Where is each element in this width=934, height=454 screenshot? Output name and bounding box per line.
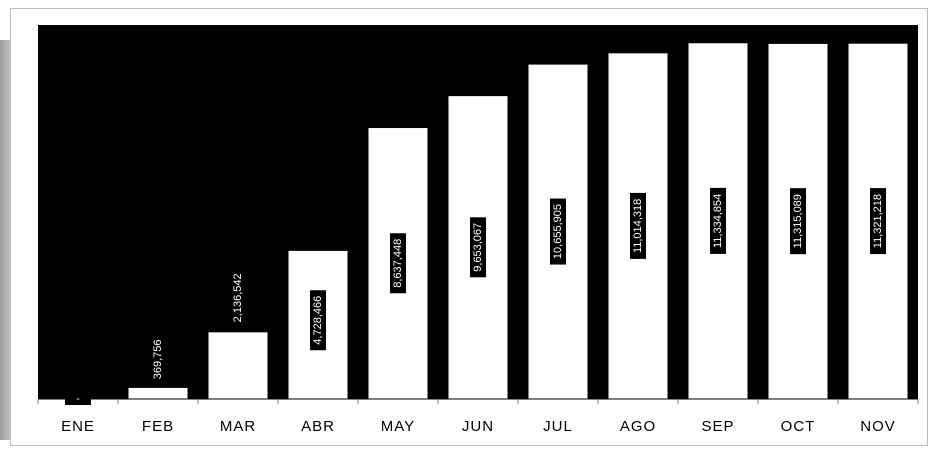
data-label-text: 10,655,905 [552,204,564,259]
data-label-may: 8,637,448 [390,233,406,294]
data-label-box [790,188,806,255]
data-label-text: - [76,393,80,405]
data-label-ago: 11,014,318 [630,192,646,259]
data-label-text: 11,014,318 [632,199,644,253]
data-label-box [710,187,726,254]
data-label-text: 9,653,067 [472,223,484,272]
data-label-nov: 11,321,218 [870,188,886,255]
data-label-text: 11,315,089 [792,194,804,248]
x-tick-label-oct: OCT [781,418,816,435]
x-tick-label-ago: AGO [620,418,656,435]
x-tick-label-abr: ABR [301,418,335,435]
data-label-box [470,217,486,278]
x-tick-label-may: MAY [381,418,415,435]
data-label-box [870,188,886,255]
data-label-abr: 4,728,466 [310,290,326,351]
data-label-mar: 2,136,542 [230,267,246,328]
bar-mar [207,331,269,400]
data-label-box [390,233,406,294]
data-label-text: 11,321,218 [872,194,884,248]
x-tick-label-jul: JUL [543,418,573,435]
bar-abr [287,249,349,400]
x-tick-label-jun: JUN [462,418,494,435]
x-tick-label-mar: MAR [220,418,256,435]
data-label-box [150,335,166,384]
data-label-sep: 11,334,854 [710,187,726,254]
data-label-box [65,393,91,405]
data-label-jul: 10,655,905 [550,198,566,265]
data-label-text: 8,637,448 [392,239,404,288]
bar-feb [127,386,189,400]
data-label-text: 11,334,854 [712,194,724,248]
x-tick-label-feb: FEB [142,418,174,435]
x-tick-label-ene: ENE [61,418,95,435]
data-label-box [550,198,566,265]
x-tick-label-sep: SEP [701,418,734,435]
x-tick-label-nov: NOV [860,418,896,435]
data-label-text: 2,136,542 [232,273,244,322]
data-label-box [230,267,246,328]
data-label-box [310,290,326,351]
data-label-text: 369,756 [152,339,164,379]
data-label-feb: 369,756 [150,335,166,384]
data-label-jun: 9,653,067 [470,217,486,278]
data-label-text: 4,728,466 [312,296,324,345]
data-label-box [630,192,646,259]
data-label-oct: 11,315,089 [790,188,806,255]
data-label-ene: - [65,393,91,405]
